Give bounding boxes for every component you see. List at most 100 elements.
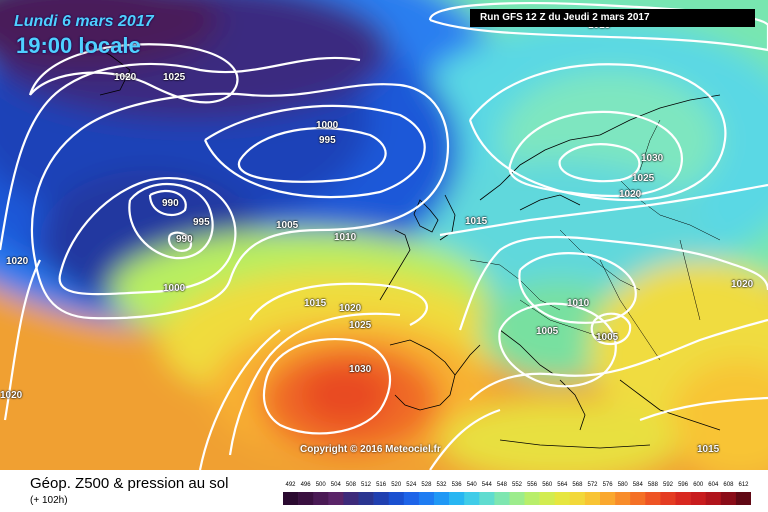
pressure-label: 1020	[731, 279, 754, 290]
legend-value: 580	[618, 482, 629, 488]
pressure-label: 995	[193, 217, 210, 228]
geopotential-field	[0, 0, 768, 470]
legend-value: 608	[723, 482, 734, 488]
pressure-label: 1020	[0, 390, 23, 401]
legend-swatch	[373, 492, 389, 505]
legend-value: 544	[482, 482, 493, 488]
legend-swatch	[479, 492, 495, 505]
legend-value: 524	[406, 482, 417, 488]
pressure-label: 1025	[632, 173, 655, 184]
pressure-label: 1015	[697, 444, 720, 455]
legend-swatch	[539, 492, 555, 505]
legend-swatch	[464, 492, 480, 505]
legend-value: 568	[572, 482, 583, 488]
legend-swatch	[358, 492, 374, 505]
legend-value: 500	[316, 482, 327, 488]
isobars	[0, 2, 768, 470]
legend-swatch	[418, 492, 435, 505]
pressure-label: 1015	[304, 298, 327, 309]
pressure-label: 1030	[641, 153, 664, 164]
legend-value: 496	[301, 482, 312, 488]
pressure-label: 1000	[316, 120, 339, 131]
pressure-label: 1020	[6, 256, 29, 267]
legend-value: 532	[436, 482, 447, 488]
legend-value: 552	[512, 482, 523, 488]
pressure-label: 1005	[536, 326, 559, 337]
legend-value: 516	[376, 482, 387, 488]
pressure-labels: 1020 1025 1000 995 990 995 990 1005 1010 1000 1020…	[0, 20, 754, 455]
legend-swatch	[434, 492, 450, 505]
legend-value: 512	[361, 482, 372, 488]
legend-swatch	[509, 492, 525, 505]
legend-swatch	[630, 492, 646, 505]
pressure-label: 1015	[465, 216, 488, 227]
forecast-date: Lundi 6 mars 2017	[14, 13, 154, 30]
legend-value: 564	[557, 482, 568, 488]
legend-value: 548	[497, 482, 508, 488]
legend-value: 572	[587, 482, 598, 488]
pressure-label: 1005	[596, 332, 619, 343]
pressure-label: 1010	[334, 232, 357, 243]
color-legend: 492 496 500 504 508 512 516 520 524 528 532 536 540 5…	[283, 473, 751, 507]
legend-swatch	[524, 492, 540, 505]
legend-swatch	[328, 492, 344, 505]
legend-swatch	[343, 492, 359, 505]
legend-value: 588	[648, 482, 659, 488]
pressure-label: 1020	[619, 189, 642, 200]
pressure-label: 1010	[567, 298, 590, 309]
legend-swatch	[283, 492, 299, 505]
legend-swatch	[720, 492, 737, 505]
legend-swatch	[313, 492, 329, 505]
forecast-time: 19:00 locale	[16, 33, 141, 58]
legend-value: 604	[708, 482, 719, 488]
legend-swatch	[690, 492, 706, 505]
pressure-label: 1005	[276, 220, 299, 231]
pressure-label: 990	[176, 234, 193, 245]
pressure-label: 1030	[349, 364, 372, 375]
legend-swatch	[494, 492, 510, 505]
legend-canvas: 492 496 500 504 508 512 516 520 524 528 532 536 540 5…	[283, 482, 751, 505]
copyright-text: Copyright © 2016 Meteociel.fr	[300, 444, 441, 455]
legend-swatch	[554, 492, 571, 505]
legend-value: 596	[678, 482, 689, 488]
legend-value: 520	[391, 482, 402, 488]
legend-value: 492	[285, 482, 296, 488]
pressure-label: 1025	[163, 72, 186, 83]
legend-value: 536	[452, 482, 463, 488]
legend-swatch	[449, 492, 465, 505]
pressure-label: 995	[319, 135, 336, 146]
legend-swatch	[735, 492, 751, 505]
legend-swatch	[645, 492, 661, 505]
legend-value: 508	[346, 482, 357, 488]
legend-value: 560	[542, 482, 553, 488]
legend-value: 612	[738, 482, 749, 488]
legend-value: 528	[421, 482, 432, 488]
pressure-label: 1000	[163, 283, 186, 294]
pressure-label: 990	[162, 198, 179, 209]
legend-value: 576	[603, 482, 614, 488]
coastlines	[79, 39, 721, 449]
legend-swatch	[584, 492, 601, 505]
weather-map: 1020 1025 1000 995 990 995 990 1005 1010 1000 1020…	[0, 0, 768, 470]
legend-value: 504	[331, 482, 342, 488]
legend-value: 600	[693, 482, 704, 488]
legend-value: 540	[467, 482, 478, 488]
legend-swatch	[388, 492, 405, 505]
legend-value: 556	[527, 482, 538, 488]
pressure-label: 1025	[349, 320, 372, 331]
legend-swatch	[615, 492, 631, 505]
chart-title: Géop. Z500 & pression au sol	[30, 475, 229, 492]
legend-value: 584	[633, 482, 644, 488]
legend-value: 592	[663, 482, 674, 488]
pressure-label: 1020	[339, 303, 362, 314]
legend-swatch	[600, 492, 616, 505]
legend-swatch	[403, 492, 420, 505]
pressure-label: 1020	[114, 72, 137, 83]
legend-swatch	[298, 492, 314, 505]
legend-swatch	[705, 492, 722, 505]
legend-swatch	[660, 492, 676, 505]
map-canvas	[0, 0, 768, 470]
forecast-offset: (+ 102h)	[30, 495, 68, 506]
footer-bar: Géop. Z500 & pression au sol (+ 102h) 49…	[0, 470, 768, 512]
